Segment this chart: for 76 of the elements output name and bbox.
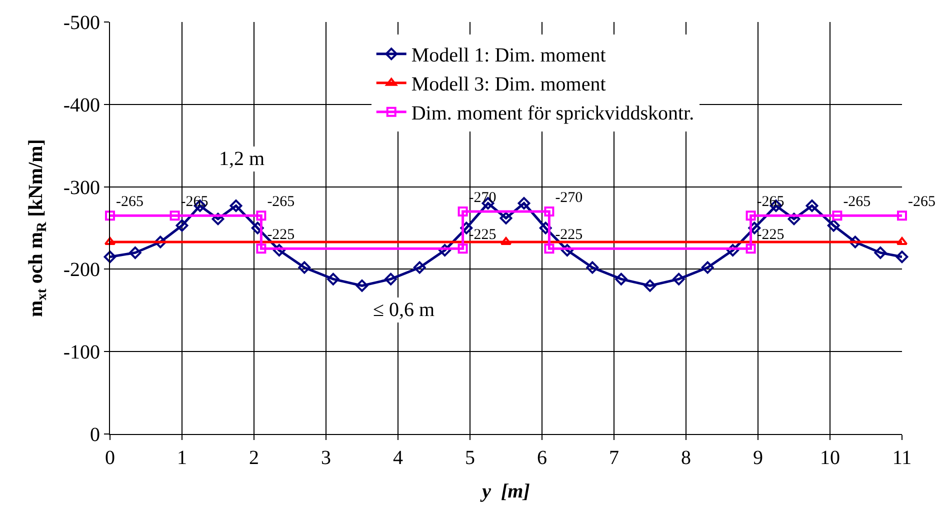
- point: [298, 261, 311, 274]
- point: [154, 236, 167, 248]
- point: [788, 212, 800, 226]
- point: [212, 212, 224, 226]
- x-tick-label: 4: [393, 447, 403, 469]
- point: [170, 210, 180, 221]
- x-tick-label: 2: [249, 447, 259, 469]
- y-tick-label: 0: [90, 424, 100, 446]
- point: [615, 272, 628, 286]
- point: [104, 250, 116, 264]
- point: [500, 212, 512, 224]
- annotation: ≤ 0,6 m: [373, 299, 435, 321]
- point: [273, 244, 286, 256]
- x-tick-label: 11: [892, 447, 912, 469]
- x-tick-label: 9: [753, 447, 763, 469]
- y-tick-label: -500: [63, 12, 100, 34]
- point: [746, 244, 756, 254]
- point: [518, 197, 530, 210]
- point: [544, 206, 554, 217]
- point: [539, 222, 552, 234]
- data-label: -225: [267, 226, 295, 243]
- point: [726, 244, 739, 256]
- data-label: -270: [555, 190, 583, 206]
- point: [701, 261, 714, 274]
- legend-label: Dim. moment för sprickviddskontr.: [411, 102, 694, 125]
- x-tick-label: 0: [105, 447, 115, 469]
- point: [896, 250, 908, 264]
- point: [438, 244, 451, 256]
- point: [672, 272, 685, 286]
- point: [561, 244, 574, 256]
- y-tick-label: -300: [63, 176, 100, 199]
- data-label: -265: [267, 194, 295, 210]
- y-tick-label: -100: [63, 342, 100, 364]
- point: [832, 210, 842, 221]
- point: [874, 246, 887, 259]
- point: [500, 237, 512, 246]
- point: [384, 272, 397, 286]
- point: [806, 200, 818, 212]
- data-label: -265: [116, 194, 144, 210]
- point: [458, 206, 468, 217]
- y-tick-label: -200: [63, 259, 100, 282]
- point: [176, 219, 188, 232]
- point: [356, 279, 368, 292]
- point: [746, 210, 756, 221]
- legend-label: Modell 1: Dim. moment: [411, 44, 606, 67]
- point: [897, 210, 907, 221]
- point: [104, 237, 116, 246]
- point: [586, 261, 599, 274]
- point: [327, 272, 340, 286]
- point: [896, 237, 908, 246]
- point: [230, 200, 242, 212]
- point: [827, 219, 840, 232]
- x-tick-label: 1: [177, 447, 187, 469]
- data-label: -265: [908, 194, 936, 210]
- point: [256, 210, 266, 221]
- point: [129, 246, 142, 259]
- point: [458, 244, 468, 254]
- x-tick-label: 3: [321, 447, 331, 469]
- point: [849, 236, 862, 248]
- point: [644, 279, 656, 292]
- x-tick-label: 6: [537, 447, 547, 469]
- legend-label: Modell 3: Dim. moment: [411, 74, 606, 96]
- x-tick-label: 5: [465, 447, 475, 469]
- x-tick-label: 10: [820, 447, 840, 469]
- x-axis-title: y [m]: [480, 480, 530, 502]
- point: [256, 244, 266, 254]
- data-label: -225: [555, 226, 583, 243]
- point: [544, 244, 554, 254]
- annotation: 1,2 m: [219, 148, 265, 170]
- point: [251, 222, 264, 234]
- point: [413, 261, 426, 274]
- x-tick-label: 7: [609, 447, 619, 469]
- y-tick-label: -400: [63, 94, 100, 116]
- x-tick-label: 8: [681, 447, 691, 469]
- data-label: -265: [843, 194, 871, 210]
- point: [105, 210, 115, 221]
